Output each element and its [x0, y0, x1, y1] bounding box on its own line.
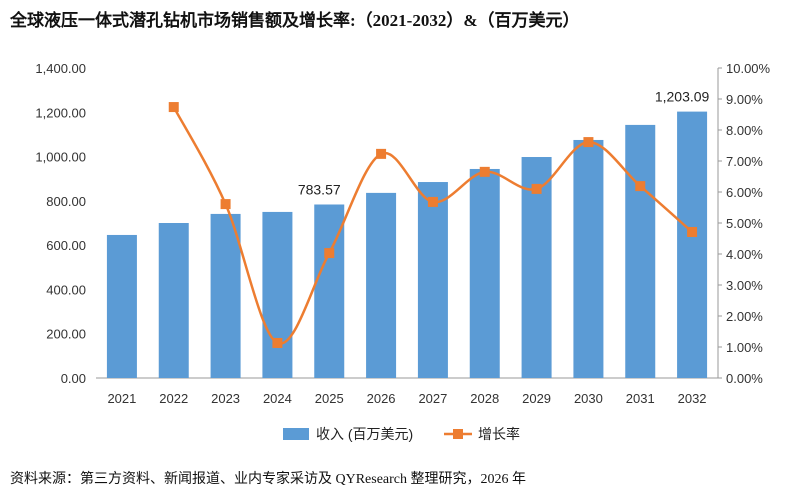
growth-marker-2032	[687, 226, 698, 237]
data-label: 1,203.09	[655, 89, 710, 105]
bar-2023	[210, 213, 241, 378]
bar-2028	[469, 168, 500, 378]
bar-2022	[158, 223, 189, 378]
legend-bar-label: 收入 (百万美元)	[316, 426, 413, 442]
left-tick-label: 200.00	[46, 327, 86, 342]
growth-marker-2027	[427, 196, 438, 207]
right-tick-label: 6.00%	[726, 185, 763, 200]
x-tick-label: 2028	[470, 391, 499, 406]
bar-2030	[573, 139, 604, 378]
growth-marker-2026	[376, 148, 387, 159]
growth-marker-2030	[583, 137, 594, 148]
growth-marker-2023	[220, 199, 231, 210]
growth-marker-2031	[635, 181, 646, 192]
x-tick-label: 2032	[678, 391, 707, 406]
left-tick-label: 1,000.00	[35, 150, 86, 165]
chart-title: 全球液压一体式潜孔钻机市场销售额及增长率:（2021-2032）&（百万美元）	[10, 11, 580, 30]
right-tick-label: 10.00%	[726, 61, 771, 76]
right-tick-label: 8.00%	[726, 123, 763, 138]
x-tick-label: 2029	[522, 391, 551, 406]
right-tick-label: 5.00%	[726, 216, 763, 231]
growth-marker-2025	[324, 248, 335, 259]
bar-2031	[625, 124, 656, 379]
left-tick-label: 600.00	[46, 238, 86, 253]
x-tick-label: 2025	[315, 391, 344, 406]
growth-marker-2022	[168, 102, 179, 113]
legend-line-label: 增长率	[478, 426, 520, 442]
x-tick-label: 2030	[574, 391, 603, 406]
legend-line-marker	[453, 429, 463, 439]
bar-2021	[106, 234, 137, 378]
right-tick-label: 0.00%	[726, 371, 763, 386]
source-note: 资料来源：第三方资料、新闻报道、业内专家采访及 QYResearch 整理研究，…	[10, 472, 527, 487]
x-tick-label: 2031	[626, 391, 655, 406]
bar-2027	[417, 182, 448, 378]
left-tick-label: 400.00	[46, 282, 86, 297]
legend-bar-swatch	[283, 428, 309, 440]
data-label: 783.57	[298, 181, 341, 197]
x-tick-label: 2023	[211, 391, 240, 406]
right-tick-label: 3.00%	[726, 278, 763, 293]
growth-marker-2029	[531, 183, 542, 194]
bar-2032	[677, 111, 708, 378]
bar-2026	[366, 192, 397, 378]
x-tick-label: 2026	[367, 391, 396, 406]
x-tick-label: 2022	[159, 391, 188, 406]
x-tick-label: 2024	[263, 391, 292, 406]
growth-marker-2028	[479, 166, 490, 177]
left-tick-label: 1,400.00	[35, 61, 86, 76]
x-tick-label: 2027	[418, 391, 447, 406]
left-tick-label: 1,200.00	[35, 105, 86, 120]
left-tick-label: 0.00	[61, 371, 86, 386]
bar-2024	[262, 211, 293, 378]
right-tick-label: 9.00%	[726, 92, 763, 107]
right-tick-label: 2.00%	[726, 309, 763, 324]
right-tick-label: 1.00%	[726, 340, 763, 355]
right-tick-label: 4.00%	[726, 247, 763, 262]
right-tick-label: 7.00%	[726, 154, 763, 169]
x-tick-label: 2021	[107, 391, 136, 406]
growth-marker-2024	[272, 337, 283, 348]
left-tick-label: 800.00	[46, 194, 86, 209]
